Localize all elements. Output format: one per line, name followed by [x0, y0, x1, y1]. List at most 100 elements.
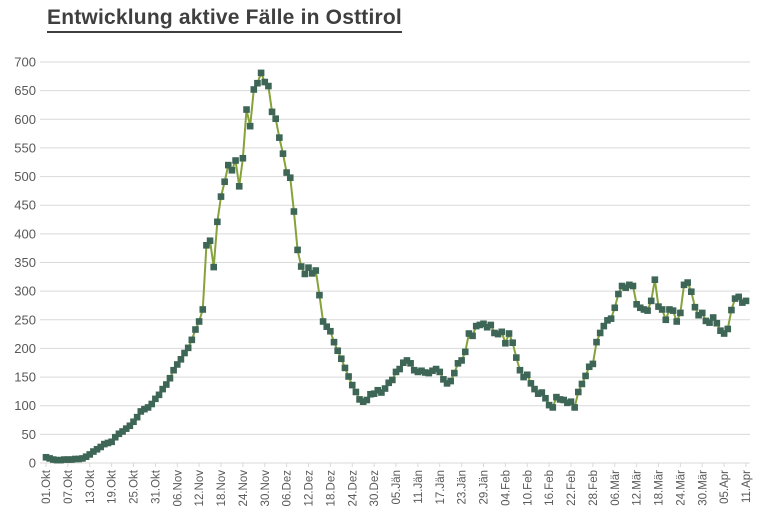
data-point-marker: [57, 456, 64, 464]
data-point-marker: [695, 311, 702, 319]
data-point-marker: [629, 282, 637, 290]
data-point-marker: [130, 418, 137, 426]
data-point-marker: [370, 390, 378, 397]
data-point-marker: [254, 79, 261, 87]
data-point-marker: [60, 456, 68, 463]
data-point-marker: [42, 453, 50, 461]
x-tick-label: 04.Feb: [500, 470, 512, 506]
data-point-marker: [440, 376, 447, 383]
data-point-marker: [374, 386, 382, 394]
y-tick-label: 600: [14, 112, 36, 127]
data-point-marker: [556, 396, 564, 403]
data-point-marker: [224, 161, 232, 169]
data-point-marker: [706, 319, 713, 326]
data-point-marker: [429, 367, 436, 375]
data-point-marker: [195, 318, 203, 325]
data-point-marker: [159, 385, 166, 393]
x-tick-label: 18.Nov: [216, 470, 228, 507]
data-point-marker: [243, 106, 250, 113]
data-point-marker: [126, 422, 134, 430]
data-point-marker: [611, 304, 619, 312]
data-point-marker: [421, 369, 429, 376]
x-tick-label: 06.Mär: [610, 470, 622, 506]
data-point-marker: [119, 428, 126, 435]
data-point-marker: [71, 455, 79, 463]
data-point-marker: [607, 315, 615, 322]
x-tick-label: 13.Okt: [85, 469, 97, 504]
data-point-marker: [414, 368, 422, 376]
data-point-marker: [210, 263, 218, 271]
y-tick-label: 500: [14, 169, 36, 184]
data-point-marker: [461, 348, 469, 356]
data-point-marker: [542, 394, 549, 402]
data-point-marker: [564, 399, 571, 407]
data-point-marker: [476, 321, 484, 329]
x-tick-label: 28.Feb: [588, 470, 600, 506]
gridlines: [40, 61, 750, 464]
data-point-marker: [199, 306, 207, 313]
data-point-marker: [589, 360, 597, 368]
data-point-marker: [487, 321, 495, 329]
data-point-marker: [133, 413, 141, 421]
y-tick-label: 0: [29, 456, 36, 471]
data-point-marker: [731, 295, 739, 302]
data-point-marker: [104, 439, 112, 447]
y-tick-label: 300: [14, 284, 36, 299]
data-point-marker: [644, 307, 651, 314]
data-point-marker: [491, 329, 498, 337]
data-point-marker: [144, 404, 152, 411]
data-point-marker: [305, 264, 312, 271]
data-point-marker: [148, 400, 156, 408]
data-point-marker: [527, 380, 535, 387]
data-point-marker: [363, 396, 371, 404]
data-point-marker: [483, 323, 491, 331]
data-point-marker: [86, 451, 94, 458]
x-tick-label: 23.Jän: [457, 470, 469, 505]
data-point-marker: [316, 291, 323, 299]
x-tick-label: 29.Jän: [479, 470, 491, 505]
data-point-marker: [578, 380, 586, 388]
data-point-marker: [188, 336, 196, 344]
data-point-marker: [436, 368, 444, 376]
x-axis-labels: 01.Okt 07.Okt 13.Okt 19.Okt 25.Okt 31.Okt 06.N…: [41, 469, 753, 506]
data-point-marker: [432, 365, 440, 373]
data-point-marker: [636, 304, 644, 312]
data-point-marker: [713, 319, 721, 327]
data-point-marker: [115, 430, 123, 438]
y-tick-label: 350: [14, 255, 36, 270]
data-point-marker: [308, 270, 316, 277]
data-point-marker: [410, 366, 418, 374]
data-point-marker: [338, 355, 345, 363]
data-point-marker: [82, 453, 90, 460]
data-point-marker: [367, 390, 374, 398]
data-point-marker: [680, 281, 688, 289]
data-point-marker: [79, 455, 86, 462]
data-point-marker: [666, 306, 673, 313]
data-point-marker: [717, 327, 724, 334]
data-point-marker: [549, 404, 557, 411]
y-tick-label: 450: [14, 198, 36, 213]
data-point-marker: [290, 208, 298, 215]
data-point-marker: [651, 276, 659, 283]
x-tick-label: 07.Okt: [63, 469, 75, 504]
y-tick-label: 400: [14, 226, 36, 241]
data-point-marker: [111, 433, 119, 441]
data-point-marker: [509, 339, 516, 346]
x-tick-label: 12.Mär: [632, 470, 644, 506]
data-point-marker: [152, 395, 159, 403]
data-point-marker: [574, 388, 582, 396]
x-tick-label: 24.Nov: [238, 470, 250, 507]
data-point-marker: [250, 86, 258, 93]
data-point-marker: [451, 369, 458, 377]
data-point-marker: [235, 183, 243, 190]
data-point-marker: [673, 318, 681, 325]
y-axis-labels: 0 50 100 150 200 250 300 350 400 450 500 550 600 650 7…: [14, 55, 36, 471]
data-point-marker: [75, 455, 83, 463]
data-point-marker: [472, 322, 480, 330]
x-tick-label: 30.Dez: [369, 470, 381, 507]
data-point-marker: [301, 270, 309, 278]
data-point-marker: [418, 367, 425, 375]
x-tick-label: 06.Dez: [282, 470, 294, 507]
data-point-marker: [214, 218, 221, 226]
